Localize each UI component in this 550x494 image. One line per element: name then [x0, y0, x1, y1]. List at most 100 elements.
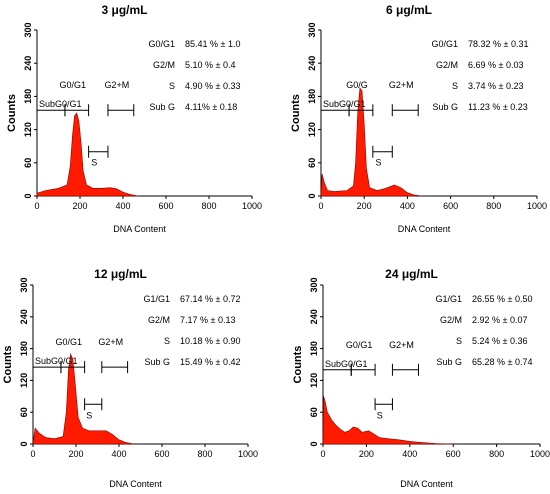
stats-label: G0/G1 — [148, 39, 175, 49]
y-tick-label: 120 — [19, 373, 29, 388]
gate-label: G2+M — [98, 337, 123, 347]
chart-title: 6 μg/mL — [386, 3, 432, 17]
stats-label: S — [456, 336, 462, 346]
stats-label: G2/M — [153, 60, 175, 70]
x-tick-label: 0 — [320, 449, 325, 459]
chart-panel-3: 12 μg/mL 0 60 120 180 240 300 0 200 400 600 800 1000… — [2, 267, 258, 489]
y-tick-label: 0 — [309, 441, 319, 446]
gate-label: SubG0/G1 — [35, 356, 78, 366]
x-tick-label: 0 — [318, 201, 323, 211]
gate-label: G2+M — [104, 80, 129, 90]
y-tick-label: 300 — [23, 22, 33, 37]
x-tick-label: 400 — [400, 201, 415, 211]
y-tick-label: 240 — [19, 309, 29, 324]
chart-title: 12 μg/mL — [94, 267, 147, 281]
x-tick-label: 200 — [72, 201, 87, 211]
y-tick-label: 60 — [307, 158, 317, 168]
x-axis-label: DNA Content — [398, 224, 451, 234]
x-tick-label: 400 — [115, 201, 130, 211]
gate-label: G0/G — [346, 80, 368, 90]
gate-label: G2+M — [389, 80, 414, 90]
y-tick-label: 180 — [19, 341, 29, 356]
x-tick-label: 0 — [34, 201, 39, 211]
gate-label: SubG0/G1 — [39, 99, 82, 109]
gate-label: G0/G1 — [60, 80, 87, 90]
stats-value: 11.23 % ± 0.23 — [468, 102, 528, 112]
gate-label-bg — [321, 98, 351, 110]
stats-label: G2/M — [148, 315, 170, 325]
x-tick-label: 600 — [158, 201, 173, 211]
histogram-area — [320, 87, 423, 197]
y-tick-label: 0 — [19, 441, 29, 446]
stats-value: 4.90 % ± 0.33 — [185, 81, 240, 91]
x-tick-label: 200 — [68, 449, 83, 459]
stats-label: Sub G — [144, 357, 170, 367]
chart-panel-2: 6 μg/mL 0 60 120 180 240 300 0 200 400 600 800 1000 C… — [290, 3, 547, 234]
x-axis-label: DNA Content — [400, 479, 453, 489]
stats-label: G1/G1 — [143, 294, 170, 304]
y-tick-label: 240 — [23, 56, 33, 71]
x-tick-label: 400 — [402, 449, 417, 459]
x-tick-label: 1000 — [530, 449, 550, 459]
histogram-area — [32, 352, 135, 445]
stats-value: 10.18 % ± 0.90 — [180, 336, 240, 346]
stats-value: 67.14 % ± 0.72 — [180, 294, 240, 304]
histogram-area — [36, 112, 139, 197]
stats-value: 15.49 % ± 0.42 — [180, 357, 240, 367]
stats-value: 65.28 % ± 0.74 — [472, 357, 532, 367]
stats-label: S — [164, 336, 170, 346]
gate-label: G0/G1 — [56, 337, 83, 347]
x-axis-label: DNA Content — [113, 224, 166, 234]
y-axis-label: Counts — [292, 346, 304, 384]
x-tick-label: 800 — [197, 449, 212, 459]
x-tick-label: 200 — [357, 201, 372, 211]
x-tick-label: 600 — [443, 201, 458, 211]
gate-label: SubG0/G1 — [323, 99, 366, 109]
stats-label: S — [452, 81, 458, 91]
gate-label-bg — [37, 98, 67, 110]
gate-label: SubG0/G1 — [325, 359, 368, 369]
stats-value: 85.41 % ± 1.0 — [185, 39, 240, 49]
x-tick-label: 600 — [446, 449, 461, 459]
y-tick-label: 120 — [23, 122, 33, 137]
stats-value: 5.10 % ± 0.4 — [185, 60, 235, 70]
gate-label: S — [376, 158, 382, 168]
y-axis-label: Counts — [2, 346, 14, 384]
stats-label: G2/M — [436, 60, 458, 70]
stats-label: S — [169, 81, 175, 91]
x-tick-label: 0 — [30, 449, 35, 459]
stats-value: 3.74 % ± 0.23 — [468, 81, 523, 91]
x-tick-label: 600 — [154, 449, 169, 459]
stats-label: G1/G1 — [435, 294, 462, 304]
y-tick-label: 0 — [23, 193, 33, 198]
stats-value: 26.55 % ± 0.50 — [472, 294, 532, 304]
gate-label-bg — [33, 355, 63, 367]
gate-label: S — [91, 158, 97, 168]
y-tick-label: 180 — [307, 89, 317, 104]
chart-title: 24 μg/mL — [385, 267, 438, 281]
x-axis-label: DNA Content — [109, 479, 162, 489]
y-tick-label: 180 — [23, 89, 33, 104]
x-tick-label: 800 — [489, 449, 504, 459]
chart-panel-1: 3 μg/mL 0 60 120 180 240 300 0 200 400 600 800 1000 C… — [6, 3, 262, 234]
y-tick-label: 240 — [307, 56, 317, 71]
y-tick-label: 240 — [309, 309, 319, 324]
y-tick-label: 60 — [23, 158, 33, 168]
y-tick-label: 120 — [307, 122, 317, 137]
y-tick-label: 180 — [309, 341, 319, 356]
y-tick-label: 60 — [309, 407, 319, 417]
x-tick-label: 1000 — [238, 449, 258, 459]
gate-label-bg — [323, 358, 353, 370]
x-tick-label: 1000 — [527, 201, 547, 211]
stats-value: 6.69 % ± 0.03 — [468, 60, 523, 70]
y-tick-label: 60 — [19, 407, 29, 417]
stats-label: G0/G1 — [431, 39, 458, 49]
gate-label: S — [86, 410, 92, 420]
stats-value: 4.11% ± 0.18 — [185, 102, 237, 112]
stats-label: Sub G — [432, 102, 458, 112]
x-tick-label: 800 — [486, 201, 501, 211]
y-tick-label: 120 — [309, 373, 319, 388]
stats-value: 5.24 % ± 0.36 — [472, 336, 527, 346]
y-tick-label: 300 — [19, 277, 29, 292]
